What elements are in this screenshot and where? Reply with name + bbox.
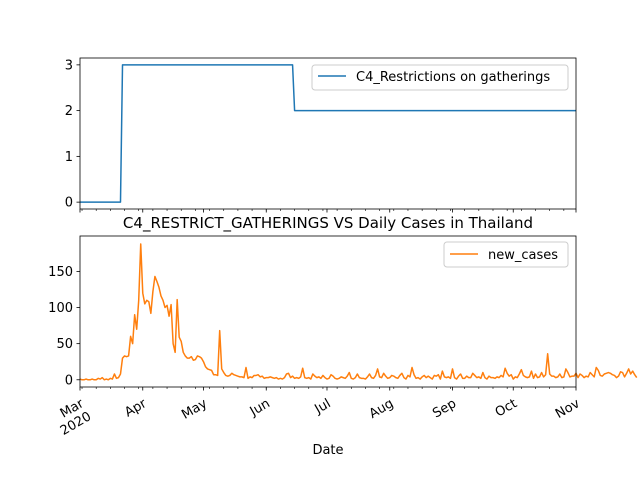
top-legend-label: C4_Restrictions on gatherings — [356, 70, 550, 85]
bottom-y-tick-label: 0 — [65, 373, 73, 388]
top-y-tick-label: 2 — [65, 104, 73, 119]
bottom-y-axis-ticks: 0 50 100 150 — [48, 265, 80, 388]
top-y-tick-label: 3 — [65, 58, 73, 73]
top-y-tick-label: 0 — [65, 196, 73, 211]
top-plot-frame — [79, 57, 577, 210]
bottom-y-tick-label: 100 — [48, 301, 73, 316]
bottom-y-tick-label: 150 — [48, 265, 73, 280]
bottom-series-line — [79, 243, 638, 381]
bottom-legend-box — [443, 241, 569, 268]
top-y-tick-label: 1 — [65, 150, 73, 165]
top-legend: C4_Restrictions on gatherings — [311, 64, 569, 91]
top-legend-box — [311, 64, 569, 91]
top-x-axis-ticks — [79, 209, 577, 213]
top-subplot: 0 1 2 3 C4_Restrictions on gatherings — [65, 57, 577, 213]
bottom-plot-frame — [79, 235, 577, 388]
top-series-line — [80, 64, 576, 203]
bottom-y-tick-label: 50 — [56, 337, 73, 352]
chart-title: C4_RESTRICT_GATHERINGS VS Daily Cases in… — [123, 214, 533, 233]
top-y-axis-ticks: 0 1 2 3 — [65, 58, 80, 211]
x-tick-label: Jul — [312, 396, 334, 417]
bottom-legend: new_cases — [443, 241, 569, 268]
x-axis-label: Date — [312, 443, 343, 458]
bottom-legend-label: new_cases — [488, 248, 558, 263]
